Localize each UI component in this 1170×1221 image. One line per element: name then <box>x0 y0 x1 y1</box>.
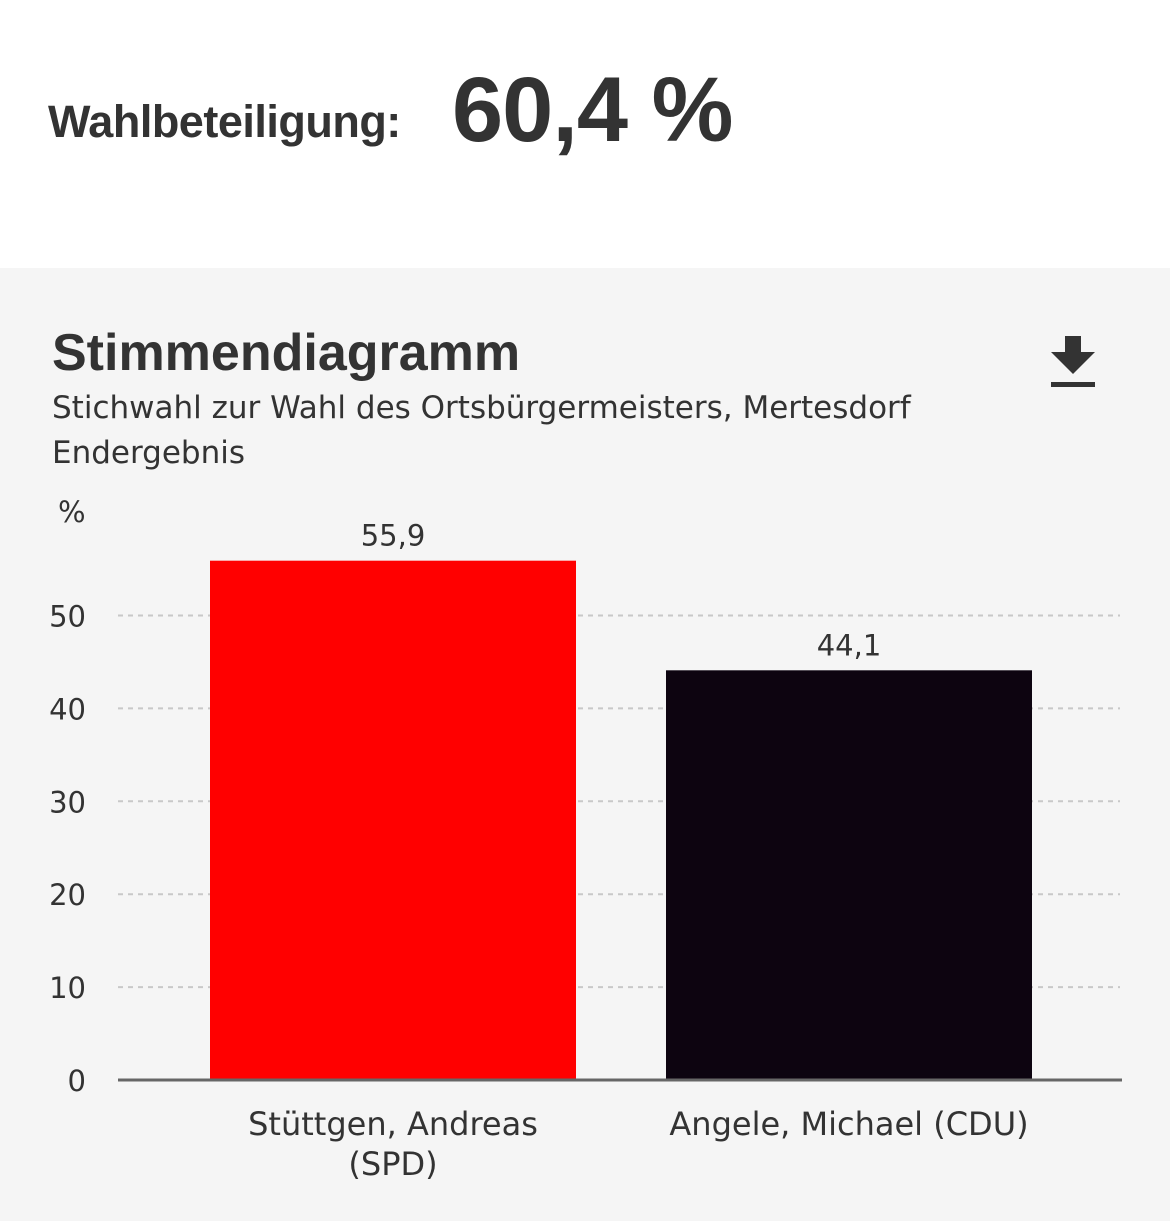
download-button[interactable] <box>1045 330 1103 392</box>
y-tick-label: 10 <box>49 971 86 1005</box>
y-tick-label: 40 <box>49 692 86 726</box>
y-tick-label: 20 <box>49 878 86 912</box>
x-category-label: Stüttgen, Andreas <box>248 1105 538 1143</box>
x-category-label: Angele, Michael (CDU) <box>669 1105 1028 1143</box>
y-axis-unit-label: % <box>58 495 86 529</box>
turnout-value: 60,4 % <box>452 59 733 161</box>
chart-title: Stimmendiagramm <box>52 324 521 382</box>
bar <box>666 670 1032 1080</box>
chart-subtitle: Stichwahl zur Wahl des Ortsbürgermeister… <box>52 386 911 476</box>
bar-chart: % 0 10 20 30 40 50 55,9 Stüttgen, Andreas(SPD) 44… <box>49 495 1122 1183</box>
turnout-label: Wahlbeteiligung: <box>48 96 401 147</box>
bar-value-label: 44,1 <box>817 628 882 662</box>
bar <box>210 560 576 1080</box>
bar-value-label: 55,9 <box>361 519 426 553</box>
y-tick-label: 0 <box>68 1064 86 1098</box>
chart-subtitle-line2: Endergebnis <box>52 435 246 471</box>
x-category-label: (SPD) <box>348 1145 437 1183</box>
chart-subtitle-line1: Stichwahl zur Wahl des Ortsbürgermeister… <box>52 390 911 426</box>
y-tick-label: 30 <box>49 785 86 819</box>
chart-panel: Stimmendiagramm Stichwahl zur Wahl des O… <box>0 268 1170 1221</box>
turnout-section: Wahlbeteiligung: 60,4 % <box>0 0 1170 268</box>
y-tick-label: 50 <box>49 600 86 634</box>
download-icon <box>1051 336 1095 387</box>
